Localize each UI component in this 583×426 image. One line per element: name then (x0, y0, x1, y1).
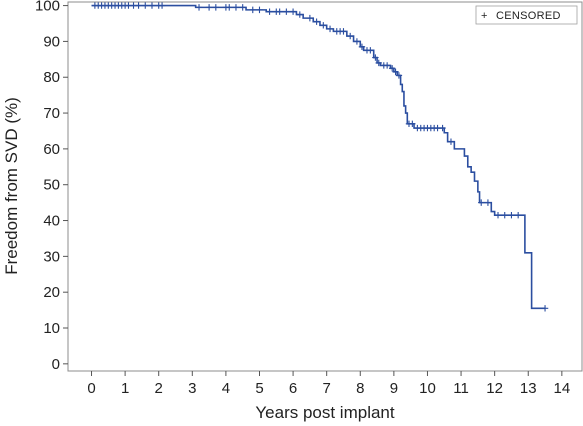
censor-mark (392, 68, 399, 76)
censor-mark (347, 32, 354, 40)
x-tick-label: 2 (155, 380, 163, 397)
censor-mark (212, 4, 220, 11)
censor-mark (195, 4, 203, 11)
censor-mark (276, 8, 283, 15)
x-tick-label: 1 (121, 380, 129, 397)
censor-mark (395, 72, 403, 79)
censor-mark (158, 2, 166, 9)
censor-mark (383, 62, 391, 69)
plot-frame (67, 1, 583, 372)
censor-mark (501, 211, 508, 219)
survival-curve (91, 4, 546, 310)
y-tick-label: 0 (52, 356, 60, 373)
y-tick-label: 70 (43, 105, 60, 122)
y-axis-title: Freedom from SVD (%) (2, 97, 21, 275)
censor-mark (409, 120, 416, 128)
x-axis-title: Years post implant (255, 403, 395, 422)
y-tick-label: 90 (43, 33, 60, 50)
censored-marks (91, 2, 549, 312)
legend-box (475, 5, 578, 25)
x-tick-label: 14 (553, 380, 570, 397)
x-tick-label: 10 (419, 380, 436, 397)
censor-mark (353, 38, 361, 45)
x-tick-label: 11 (453, 380, 469, 397)
censor-mark (388, 65, 396, 72)
censor-mark (494, 211, 502, 219)
censor-mark (239, 4, 246, 11)
censor-mark (226, 4, 233, 11)
censor-mark (256, 6, 263, 14)
censor-mark (289, 8, 297, 15)
x-tick-label: 6 (289, 380, 297, 397)
censor-mark (372, 54, 379, 61)
censor-mark (266, 8, 273, 15)
x-tick-label: 5 (255, 380, 263, 397)
censor-mark (205, 4, 213, 11)
y-tick-label: 80 (43, 69, 60, 86)
censor-mark (283, 8, 290, 15)
x-tick-label: 8 (356, 380, 364, 397)
x-tick-label: 7 (323, 380, 331, 397)
censor-mark (306, 14, 314, 22)
x-tick-label: 12 (486, 380, 503, 397)
y-tick-label: 40 (43, 213, 60, 230)
legend-symbol: + (481, 10, 488, 22)
censor-mark (508, 211, 515, 219)
x-tick-label: 9 (390, 380, 398, 397)
x-tick-label: 0 (87, 380, 95, 397)
censor-mark (320, 22, 327, 29)
x-tick-label: 13 (520, 380, 537, 397)
censor-mark (326, 25, 334, 33)
legend: + CENSORED (475, 5, 578, 25)
censor-mark (249, 6, 256, 14)
x-tick-label: 4 (222, 380, 230, 397)
censor-mark (296, 11, 303, 18)
censor-mark (340, 28, 347, 35)
x-tick-label: 3 (188, 380, 196, 397)
censor-mark (367, 47, 374, 54)
censor-mark (313, 18, 320, 25)
censor-mark (142, 2, 149, 9)
legend-label: CENSORED (496, 10, 561, 22)
censor-mark (439, 124, 446, 132)
censor-mark (375, 59, 382, 67)
censor-mark (232, 4, 240, 11)
censor-mark (484, 199, 492, 206)
x-axis: 0 1 2 3 4 5 6 7 8 9 10 11 12 13 14 (87, 371, 570, 397)
y-tick-label: 10 (43, 320, 60, 337)
censor-mark (358, 43, 366, 50)
censor-mark (541, 305, 549, 312)
y-tick-label: 50 (43, 177, 60, 194)
y-tick-label: 30 (43, 248, 60, 265)
y-tick-label: 100 (35, 0, 60, 15)
y-tick-label: 20 (43, 284, 60, 301)
censor-mark (478, 199, 485, 206)
y-axis: 0 10 20 30 40 50 60 70 80 90 100 (35, 0, 68, 373)
censor-mark (447, 138, 455, 145)
y-tick-label: 60 (43, 141, 60, 158)
censor-mark (135, 2, 142, 9)
censor-mark (148, 2, 156, 9)
censor-mark (514, 211, 522, 219)
